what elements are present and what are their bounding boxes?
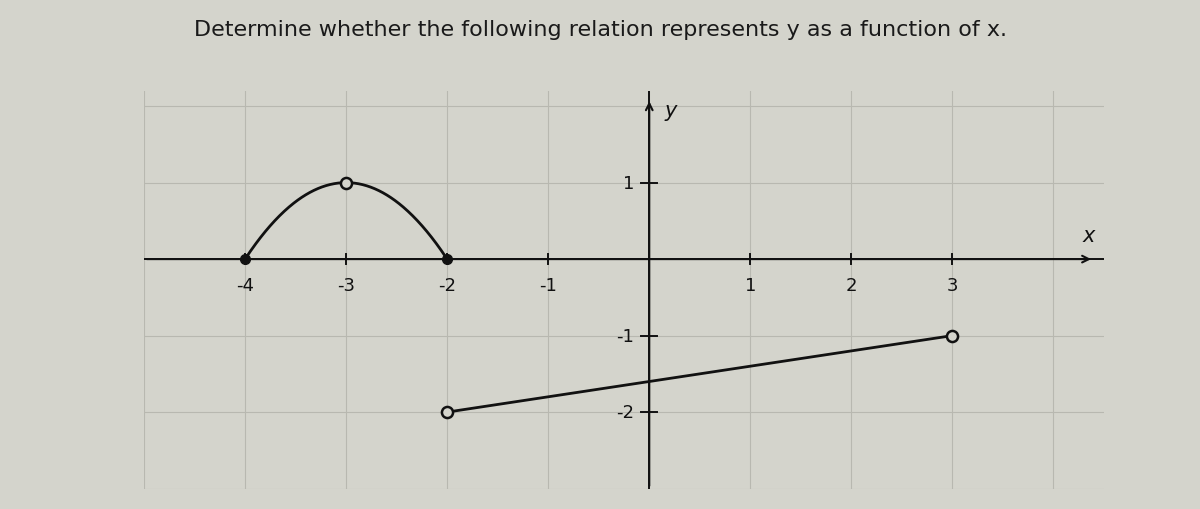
Text: 1: 1 — [745, 276, 756, 294]
Text: x: x — [1082, 226, 1096, 246]
Text: -2: -2 — [438, 276, 456, 294]
Text: -3: -3 — [337, 276, 355, 294]
Text: 3: 3 — [947, 276, 958, 294]
Text: -1: -1 — [539, 276, 557, 294]
Text: -2: -2 — [616, 403, 634, 421]
Text: Determine whether the following relation represents y as a function of x.: Determine whether the following relation… — [193, 20, 1007, 40]
Text: 2: 2 — [846, 276, 857, 294]
Text: -1: -1 — [617, 327, 634, 345]
Text: y: y — [665, 101, 677, 121]
Text: -4: -4 — [236, 276, 254, 294]
Text: 1: 1 — [623, 174, 634, 192]
